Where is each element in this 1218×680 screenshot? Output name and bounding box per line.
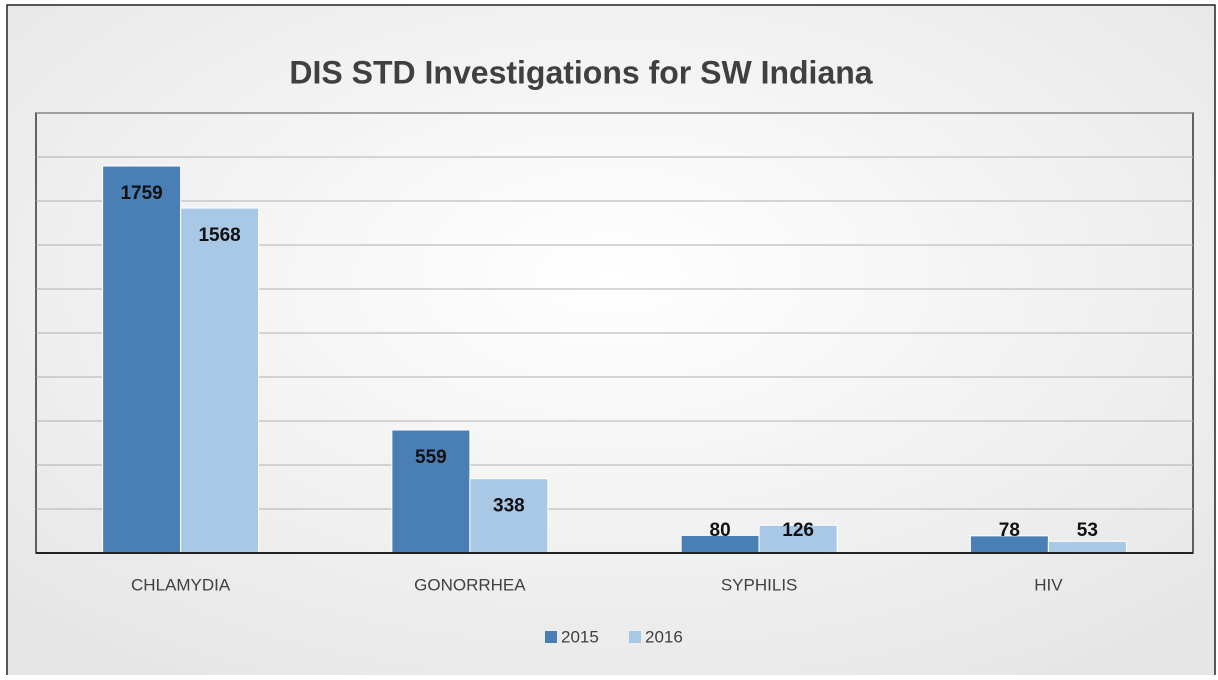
data-label: 126 [782, 520, 814, 541]
data-label: 1759 [120, 183, 162, 204]
data-label: 53 [1077, 520, 1098, 541]
x-tick-label: HIV [1034, 575, 1063, 594]
bar [1047, 540, 1127, 554]
bar [469, 478, 549, 554]
x-tick-label: SYPHILIS [721, 575, 798, 594]
data-label: 338 [493, 496, 525, 517]
x-tick-label: GONORRHEA [414, 575, 526, 594]
x-tick-label: CHLAMYDIA [131, 575, 231, 594]
legend-label: 2016 [645, 627, 683, 646]
legend-swatch [629, 631, 641, 643]
bar [102, 165, 182, 554]
bar [180, 207, 260, 554]
legend-swatch [545, 631, 557, 643]
data-label: 559 [415, 447, 447, 468]
data-label: 78 [999, 520, 1020, 541]
bar [391, 429, 471, 554]
chart-title: DIS STD Investigations for SW Indiana [289, 54, 872, 90]
data-label: 80 [710, 520, 731, 541]
data-label: 1568 [198, 225, 240, 246]
legend-label: 2015 [561, 627, 599, 646]
bar [758, 524, 838, 554]
